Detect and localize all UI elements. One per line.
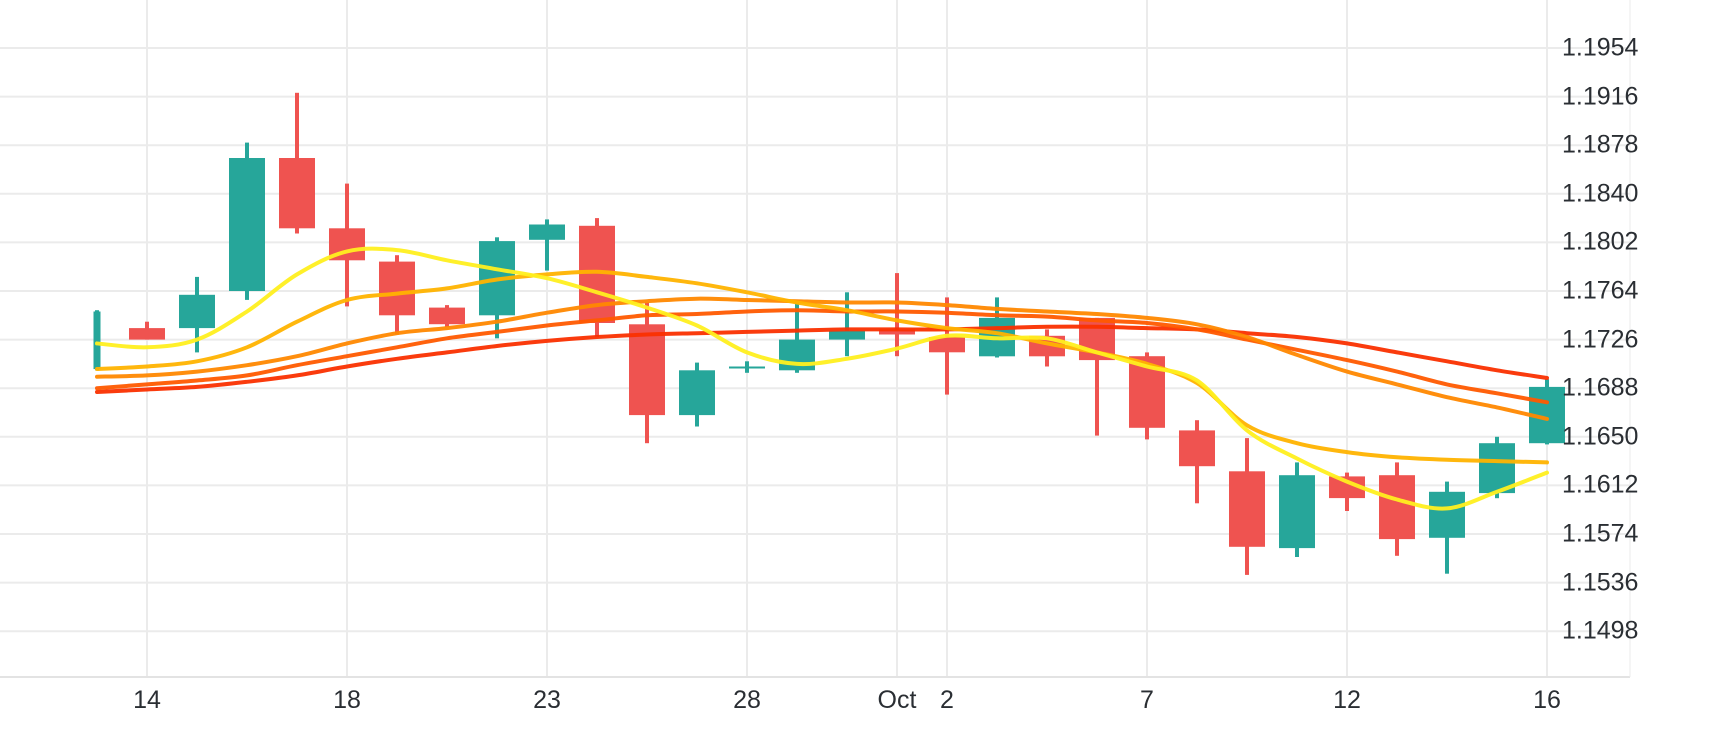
candle-wick (545, 219, 549, 271)
candle-body (279, 158, 315, 229)
candle (179, 276, 215, 353)
ma-ribbon (95, 246, 1549, 511)
time-axis-label: 18 (333, 686, 361, 714)
price-axis-label: 1.1574 (1562, 519, 1639, 548)
ma-fast-yellow (95, 246, 1549, 511)
candle-body (429, 307, 465, 325)
price-axis-label: 1.1840 (1562, 179, 1639, 208)
candle-body (1279, 475, 1315, 549)
candle-body (1379, 475, 1415, 540)
price-axis-label: 1.1498 (1562, 616, 1639, 645)
candle (1079, 317, 1115, 436)
price-axis-label: 1.1536 (1562, 568, 1639, 597)
candle (929, 297, 965, 395)
ma-deep-orange (95, 308, 1549, 405)
price-axis-label: 1.1878 (1562, 130, 1639, 159)
candle (329, 183, 365, 307)
candle (129, 321, 165, 340)
price-axis-label: 1.1916 (1562, 82, 1639, 111)
time-axis-label: 14 (133, 686, 161, 714)
price-axis-label: 1.1802 (1562, 227, 1639, 256)
candle (1179, 420, 1215, 504)
candle-wick (1095, 317, 1099, 436)
candle-body (629, 324, 665, 416)
candle (1279, 462, 1315, 557)
time-axis-label: 12 (1333, 686, 1361, 714)
candle (729, 361, 765, 373)
time-axis-label: 16 (1533, 686, 1561, 714)
price-axis-label: 1.1726 (1562, 325, 1639, 354)
candle-body (1179, 430, 1215, 467)
candles-series (93, 92, 1565, 575)
candle (629, 302, 665, 444)
price-axis-label: 1.1612 (1562, 470, 1639, 499)
candle (1029, 329, 1065, 367)
candle (529, 219, 565, 271)
candle (429, 305, 465, 327)
candle (879, 273, 915, 357)
candle-body (1479, 443, 1515, 494)
candle-wick (895, 273, 899, 357)
candle-body (179, 294, 215, 329)
time-axis-label: 28 (733, 686, 761, 714)
gridlines (0, 0, 1631, 678)
candle-body (1429, 491, 1465, 538)
candle (1229, 438, 1265, 575)
candle (93, 310, 101, 371)
candle-wick (845, 292, 849, 357)
candle-body (729, 366, 765, 369)
price-axis-label: 1.1688 (1562, 373, 1639, 402)
candle-body (529, 224, 565, 240)
candle-body (379, 261, 415, 316)
ma-orange (95, 296, 1549, 421)
time-axis-label: Oct (877, 686, 917, 714)
candle-wick (795, 301, 799, 373)
time-axis-label: 2 (940, 686, 954, 714)
candle (679, 362, 715, 427)
ma-amber (95, 269, 1549, 465)
candle-body (229, 158, 265, 291)
candle-body (829, 330, 865, 340)
candle-body (1329, 476, 1365, 499)
candle (229, 142, 265, 300)
candle-body (1229, 471, 1265, 547)
candle-body (879, 329, 915, 335)
price-axis-label: 1.1954 (1562, 33, 1639, 62)
price-axis-label: 1.1764 (1562, 276, 1639, 305)
ma-slow-red (95, 324, 1549, 395)
candle (1379, 462, 1415, 556)
time-axis-label: 7 (1140, 686, 1154, 714)
candle-body (679, 370, 715, 416)
candle-body (129, 328, 165, 340)
candle (1479, 436, 1515, 499)
candle (279, 92, 315, 234)
candle (1329, 472, 1365, 511)
candle-body (93, 311, 101, 370)
price-axis-label: 1.1650 (1562, 422, 1639, 451)
candle (829, 292, 865, 357)
candle-body (929, 337, 965, 353)
candle (1529, 379, 1565, 445)
time-axis-label: 23 (533, 686, 561, 714)
candle (1429, 481, 1465, 574)
